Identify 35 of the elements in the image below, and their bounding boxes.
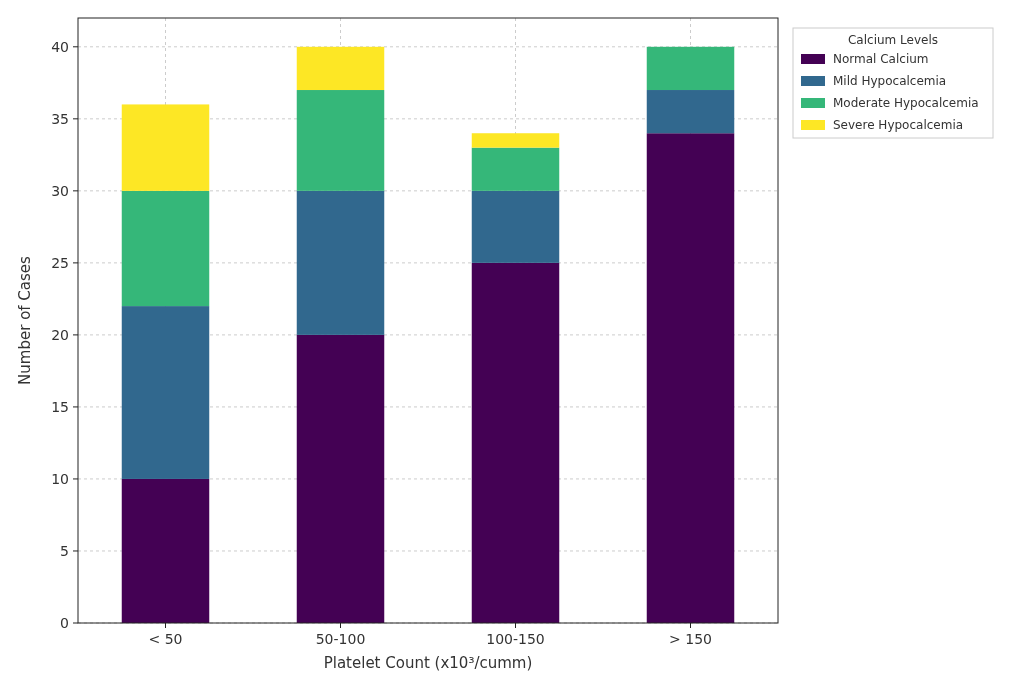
y-tick-label: 0 [60,614,69,631]
y-tick-label: 5 [60,542,69,559]
y-tick-label: 40 [51,38,69,55]
bar [121,190,210,307]
bar [471,133,560,148]
legend-label: Severe Hypocalcemia [833,118,964,132]
y-tick-label: 15 [51,398,69,415]
bar [471,262,560,623]
bar [296,190,385,335]
x-tick-label: 50-100 [315,631,366,647]
bar [296,90,385,191]
legend-title: Calcium Levels [847,33,939,47]
bar [121,306,210,479]
x-tick-label: > 150 [669,631,712,647]
bar [646,46,735,91]
legend-label: Moderate Hypocalcemia [833,96,979,110]
legend-label: Normal Calcium [833,52,929,66]
bar [471,147,560,191]
x-axis-title: Platelet Count (x10³/cumm) [323,654,533,672]
bar [121,478,210,623]
y-tick-label: 35 [51,110,69,127]
bar [296,334,385,623]
y-tick-label: 30 [51,182,69,199]
y-tick-label: 25 [51,254,69,271]
bar [296,46,385,91]
legend-label: Mild Hypocalcemia [833,74,947,88]
x-tick-label: < 50 [148,631,183,647]
y-axis-title: Number of Cases [16,255,34,385]
y-tick-label: 20 [51,326,69,343]
bar [646,90,735,134]
bar [646,133,735,623]
bar [121,104,210,191]
y-tick-label: 10 [51,470,69,487]
x-tick-label: 100-150 [486,631,545,647]
bar [471,190,560,263]
